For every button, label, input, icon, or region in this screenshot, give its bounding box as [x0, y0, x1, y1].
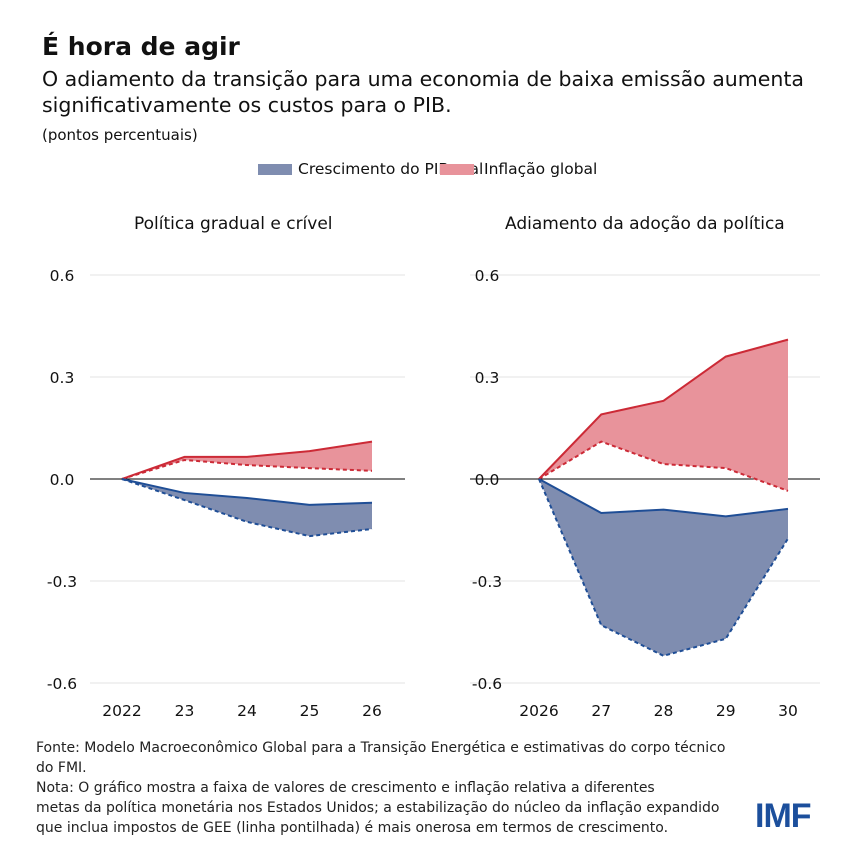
- inflation-band-right: [539, 339, 788, 491]
- legend-label-inflation: Inflação global: [484, 160, 598, 178]
- chart-subtitle: O adiamento da transição para uma econom…: [42, 67, 804, 117]
- legend-item-gdp: Crescimento do PIB real: [258, 160, 483, 178]
- y-tick-label: 0.0: [50, 471, 75, 489]
- y-tick-label: -0.6: [47, 675, 77, 693]
- x-tick-label: 23: [175, 702, 195, 720]
- panel-title-right: Adiamento da adoção da política: [505, 214, 785, 234]
- x-tick-label: 24: [237, 702, 257, 720]
- legend-swatch-gdp: [258, 163, 292, 175]
- y-tick-label: 0.6: [50, 267, 75, 285]
- gdp-band-right: [539, 479, 788, 656]
- x-tick-label: 28: [654, 702, 674, 720]
- legend-label-gdp: Crescimento do PIB real: [298, 160, 484, 178]
- gdp-dashed-line-right: [538, 478, 789, 657]
- footnote: Fonte: Modelo Macroeconômico Global para…: [36, 740, 726, 836]
- x-tick-label: 26: [362, 702, 382, 720]
- panel-title-left: Política gradual e crível: [134, 214, 333, 234]
- inflation-solid-line-left: [121, 440, 373, 480]
- y-tick-label: 0.3: [475, 369, 500, 387]
- x-tick-label: 30: [778, 702, 798, 720]
- y-tick-label: 0.6: [475, 267, 500, 285]
- y-tick-label: -0.6: [472, 675, 502, 693]
- legend-swatch-inflation: [440, 163, 474, 175]
- inflation-band-left: [122, 441, 372, 479]
- x-tick-label: 25: [300, 702, 320, 720]
- gdp-solid-line-left: [121, 478, 373, 506]
- gdp-dashed-line-left: [121, 478, 373, 538]
- x-tick-label: 29: [716, 702, 736, 720]
- x-tick-label: 2026: [519, 702, 558, 720]
- chart-title: É hora de agir: [42, 32, 240, 61]
- inflation-solid-line-right: [538, 338, 789, 480]
- inflation-dashed-line-left: [121, 458, 373, 480]
- gdp-solid-line-right: [538, 478, 789, 518]
- legend-item-inflation: Inflação global: [440, 160, 598, 178]
- y-tick-label: 0.0: [475, 471, 500, 489]
- imf-logo: IMF: [755, 797, 812, 835]
- x-tick-label: 27: [591, 702, 611, 720]
- y-tick-label: -0.3: [47, 573, 77, 591]
- y-tick-label: -0.3: [472, 573, 502, 591]
- y-tick-label: 0.3: [50, 369, 75, 387]
- units-label: (pontos percentuais): [42, 126, 198, 144]
- x-tick-label: 2022: [102, 702, 141, 720]
